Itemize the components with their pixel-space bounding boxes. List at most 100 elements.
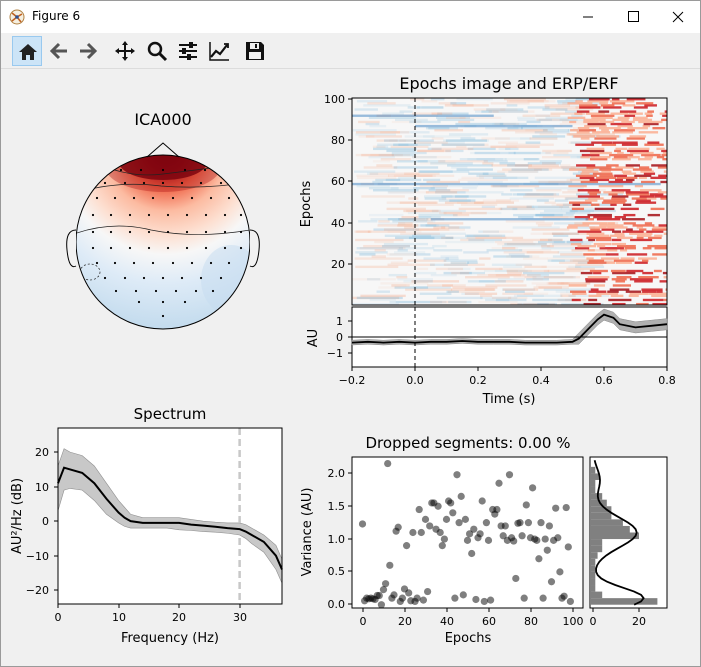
- epoch-activity-segment: [610, 203, 617, 206]
- epoch-noise-segment: [490, 184, 540, 188]
- scatter-xtick: 60: [482, 615, 496, 628]
- epoch-noise-segment: [428, 126, 450, 130]
- epoch-noise-segment: [466, 236, 507, 240]
- epoch-noise-segment: [566, 178, 594, 182]
- epoch-noise-segment: [418, 228, 465, 231]
- epochs-heatmap: [352, 98, 667, 305]
- epoch-noise-segment: [430, 187, 447, 190]
- epoch-noise-segment: [502, 288, 535, 291]
- save-button[interactable]: [240, 36, 270, 66]
- epoch-activity-segment: [647, 213, 660, 217]
- epoch-noise-segment: [560, 282, 591, 285]
- epoch-activity-segment: [609, 153, 634, 157]
- epoch-noise-segment: [423, 178, 441, 182]
- home-button[interactable]: [12, 36, 42, 66]
- epoch-noise-segment: [372, 145, 386, 148]
- minimize-button[interactable]: [565, 1, 611, 33]
- epoch-noise-segment: [421, 100, 438, 103]
- epoch-noise-segment: [355, 251, 388, 254]
- epoch-activity-segment: [639, 228, 647, 231]
- back-button[interactable]: [44, 36, 74, 66]
- epoch-activity-segment: [611, 278, 627, 281]
- forward-button[interactable]: [73, 36, 103, 66]
- epoch-activity-segment: [605, 253, 619, 256]
- epoch-activity-segment: [644, 143, 664, 146]
- epoch-noise-segment: [475, 267, 503, 271]
- epoch-activity-segment: [652, 253, 667, 256]
- epoch-noise-segment: [403, 280, 416, 283]
- epoch-activity-segment: [591, 116, 613, 119]
- epoch-noise-segment: [358, 220, 378, 223]
- epoch-noise-segment: [418, 215, 441, 219]
- epoch-activity-segment: [647, 110, 654, 113]
- epoch-activity-segment: [608, 193, 618, 196]
- epoch-noise-segment: [470, 211, 502, 215]
- epoch-noise-segment: [491, 263, 532, 266]
- epoch-activity-segment: [610, 100, 635, 103]
- epoch-activity-segment: [642, 124, 651, 128]
- epoch-activity-segment: [642, 298, 664, 302]
- epoch-activity-segment: [643, 172, 656, 175]
- edit-axis-button[interactable]: [204, 36, 234, 66]
- epoch-activity-segment: [657, 166, 667, 169]
- epoch-noise-segment: [495, 273, 541, 277]
- epoch-activity-segment: [660, 197, 667, 200]
- epoch-activity-segment: [634, 184, 643, 188]
- sensor-dot: [147, 213, 151, 217]
- figure-canvas[interactable]: ICA000 Epochs image: [1, 70, 700, 666]
- configure-subplots-button[interactable]: [173, 36, 203, 66]
- epoch-activity-segment: [588, 290, 607, 293]
- epoch-noise-segment: [423, 135, 472, 138]
- sensor-dot: [132, 196, 136, 200]
- scatter-point: [520, 594, 528, 602]
- epoch-noise-segment: [356, 100, 388, 103]
- epoch-noise-segment: [499, 122, 527, 126]
- epoch-activity-segment: [626, 269, 644, 273]
- epoch-noise-segment: [542, 149, 573, 153]
- epoch-noise-segment: [459, 271, 486, 275]
- scatter-point: [463, 536, 472, 544]
- epoch-noise-segment: [564, 110, 588, 113]
- epoch-noise-segment: [571, 135, 621, 138]
- epoch-activity-segment: [601, 143, 617, 146]
- epoch-noise-segment: [395, 118, 428, 122]
- epoch-noise-segment: [429, 263, 468, 266]
- epoch-noise-segment: [510, 302, 523, 305]
- edit-axis-icon: [209, 42, 229, 61]
- epoch-activity-segment: [662, 114, 667, 117]
- epoch-noise-segment: [461, 176, 484, 180]
- epoch-noise-segment: [517, 118, 552, 122]
- epoch-activity-segment: [627, 126, 648, 130]
- epoch-activity-segment: [622, 203, 632, 206]
- epoch-activity-segment: [599, 126, 621, 130]
- epoch-activity-segment: [636, 226, 644, 229]
- pan-button[interactable]: [110, 36, 140, 66]
- scatter-point: [379, 586, 388, 594]
- epoch-noise-segment: [509, 197, 554, 200]
- epoch-noise-segment: [515, 263, 533, 266]
- erp-xtick: 0.2: [469, 374, 487, 387]
- sensor-dot: [109, 246, 113, 250]
- maximize-button[interactable]: [610, 1, 656, 33]
- epoch-activity-segment: [575, 100, 583, 103]
- epoch-activity-segment: [607, 222, 615, 225]
- epoch-activity-segment: [654, 195, 667, 198]
- epoch-noise-segment: [373, 228, 420, 231]
- histogram-bar: [591, 552, 598, 559]
- epoch-activity-segment: [622, 230, 644, 233]
- epoch-activity-segment: [610, 294, 624, 298]
- close-button[interactable]: [654, 1, 700, 33]
- zoom-button[interactable]: [142, 36, 172, 66]
- epoch-noise-segment: [531, 282, 569, 285]
- epoch-noise-segment: [374, 249, 386, 252]
- epoch-activity-segment: [642, 271, 654, 275]
- epoch-noise-segment: [561, 166, 609, 169]
- epoch-activity-segment: [662, 151, 667, 155]
- epoch-noise-segment: [374, 240, 394, 244]
- epoch-noise-segment: [410, 98, 425, 101]
- hist-xtick: 0: [590, 615, 597, 628]
- epoch-noise-segment: [480, 294, 493, 298]
- epoch-noise-segment: [412, 155, 437, 159]
- epoch-noise-segment: [425, 224, 437, 227]
- sensor-dot: [223, 230, 227, 234]
